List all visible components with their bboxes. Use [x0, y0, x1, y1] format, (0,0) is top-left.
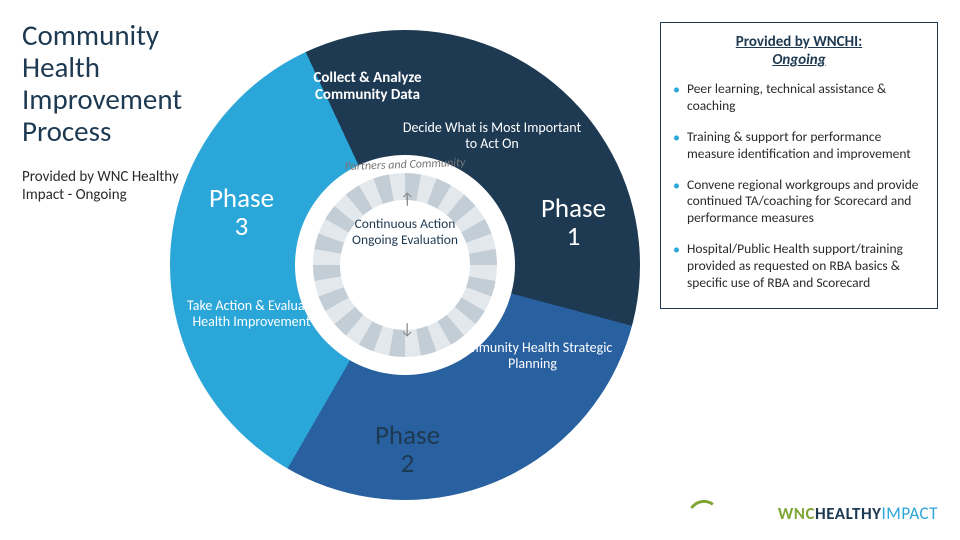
brand-logo: WNCHEALTHYIMPACT: [778, 503, 938, 524]
info-box-title: Provided by WNCHI: Ongoing: [673, 33, 925, 69]
logo-part-2: HEALTHY: [815, 503, 882, 524]
info-box-title-line2: Ongoing: [772, 51, 825, 69]
logo-part-3: IMPACT: [882, 503, 939, 524]
bullet-item: Hospital/Public Health support/training …: [673, 241, 925, 292]
center-label: Continuous Action Ongoing Evaluation: [348, 216, 462, 247]
sector-left-label: Take Action & Evaluate Health Improvemen…: [184, 298, 319, 330]
phase-3-label: Phase 3: [194, 185, 289, 242]
logo-part-1: WNC: [778, 503, 815, 524]
arrow-up-icon: ↑: [400, 190, 414, 209]
cycle-diagram: Partners and Community Continuous Action…: [170, 30, 640, 500]
bullet-item: Training & support for performance measu…: [673, 129, 925, 163]
slide: Community Health Improvement Process Pro…: [0, 0, 960, 540]
arrow-down-icon: ↓: [400, 320, 414, 339]
sector-right-label: Community Health Strategic Planning: [450, 340, 615, 372]
info-box-list: Peer learning, technical assistance & co…: [673, 81, 925, 292]
info-box: Provided by WNCHI: Ongoing Peer learning…: [660, 22, 938, 309]
info-box-title-line1: Provided by WNCHI:: [736, 33, 862, 51]
sector-top-sublabel: Decide What is Most Important to Act On: [402, 120, 582, 152]
sector-top-label: Collect & Analyze Community Data: [280, 70, 455, 105]
logo-swoosh-icon: [684, 497, 721, 525]
phase-2-label: Phase 2: [360, 422, 455, 479]
bullet-item: Peer learning, technical assistance & co…: [673, 81, 925, 115]
bullet-item: Convene regional workgroups and provide …: [673, 177, 925, 228]
phase-1-label: Phase 1: [526, 195, 621, 252]
